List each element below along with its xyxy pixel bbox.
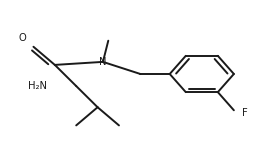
Text: N: N [99,57,107,67]
Text: H₂N: H₂N [28,81,47,91]
Text: O: O [19,33,27,43]
Text: F: F [242,108,248,118]
